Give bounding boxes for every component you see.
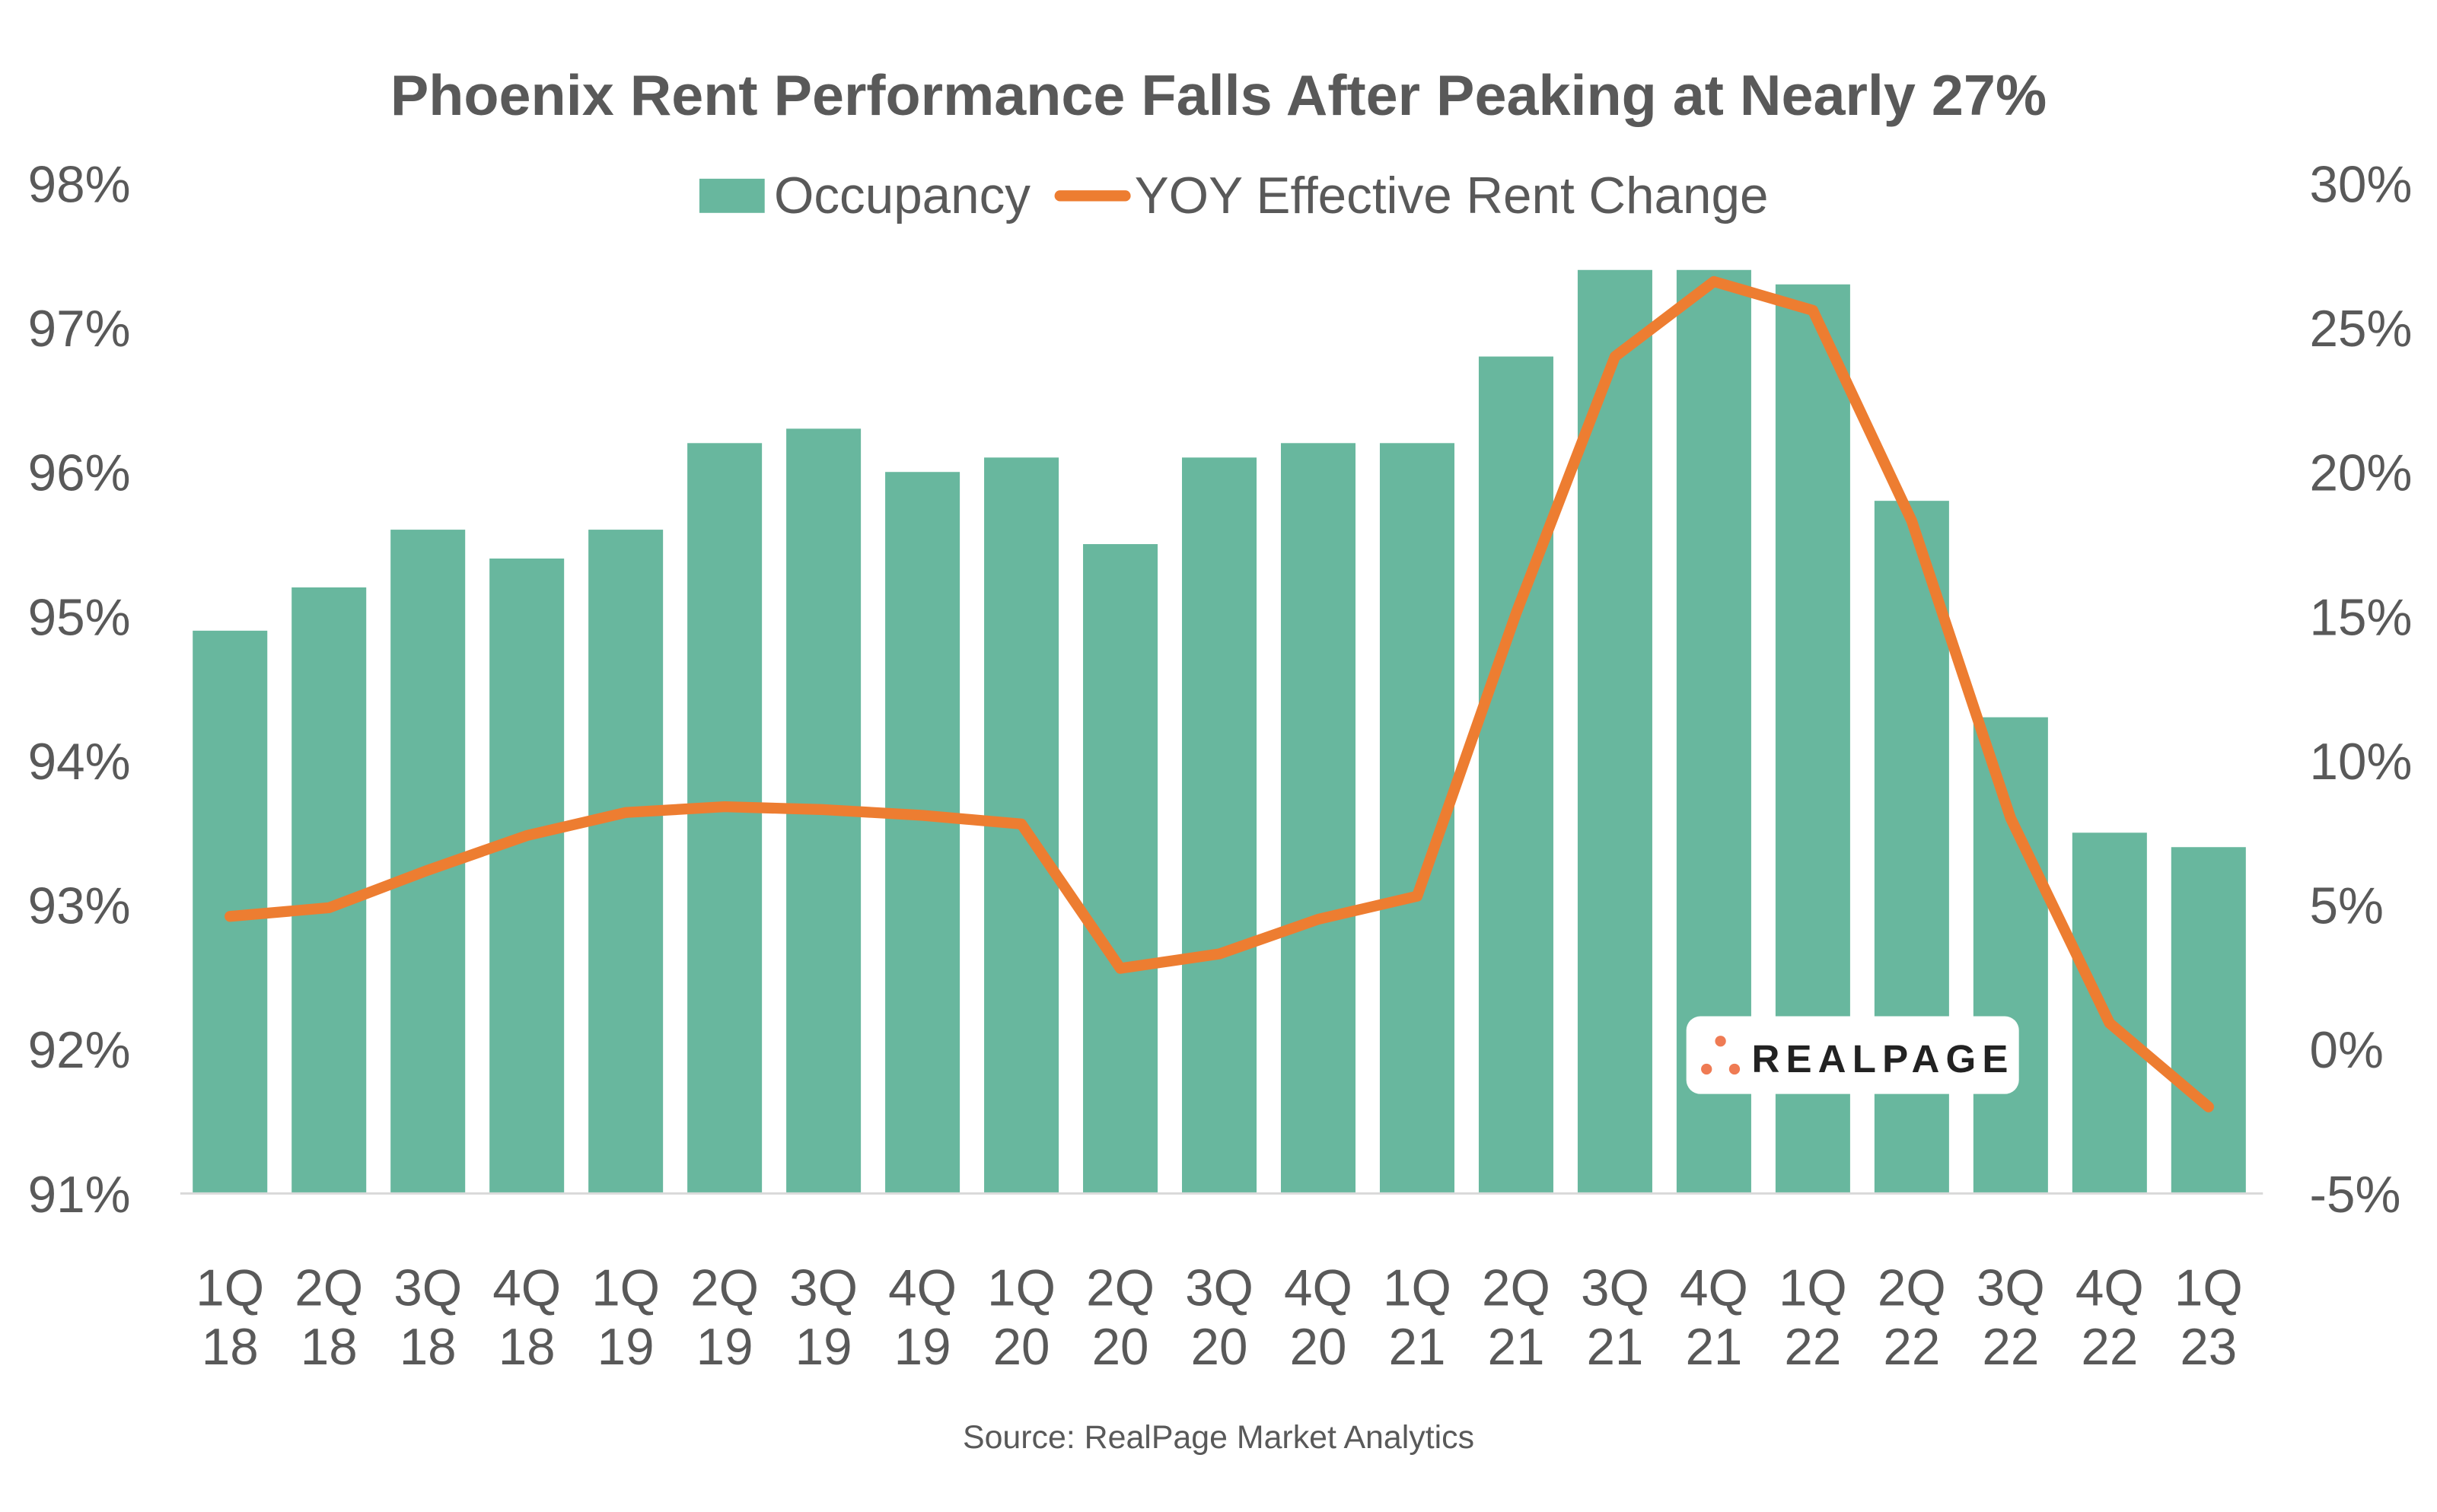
right-tick-label: 15% <box>2310 589 2413 646</box>
category-label-year: 19 <box>795 1319 852 1376</box>
right-tick-label: 20% <box>2310 445 2413 502</box>
category-label-year: 21 <box>1389 1319 1446 1376</box>
category-label-year: 18 <box>400 1319 457 1376</box>
category-label-quarter: 3Q <box>1185 1259 1254 1316</box>
source-note: Source: RealPage Market Analytics <box>963 1419 1474 1456</box>
right-tick-label: -5% <box>2310 1167 2401 1224</box>
bar-occupancy <box>1478 356 1553 1194</box>
left-tick-label: 97% <box>28 301 131 358</box>
left-tick-label: 95% <box>28 589 131 646</box>
legend-label-rent: YOY Effective Rent Change <box>1135 167 1769 224</box>
right-tick-label: 25% <box>2310 301 2413 358</box>
right-tick-label: 0% <box>2310 1022 2384 1079</box>
category-label-year: 18 <box>202 1319 259 1376</box>
category-label-year: 22 <box>2081 1319 2138 1376</box>
left-tick-label: 96% <box>28 445 131 502</box>
right-tick-label: 30% <box>2310 156 2413 213</box>
category-label-year: 20 <box>1092 1319 1149 1376</box>
bar-occupancy <box>489 559 565 1194</box>
category-label-quarter: 2Q <box>1878 1259 1946 1316</box>
category-label-year: 21 <box>1586 1319 1643 1376</box>
category-label-year: 22 <box>1982 1319 2039 1376</box>
category-label-year: 18 <box>499 1319 556 1376</box>
left-tick-label: 91% <box>28 1167 131 1224</box>
chart-title: Phoenix Rent Performance Falls After Pea… <box>390 64 2047 128</box>
category-label-quarter: 2Q <box>1086 1259 1155 1316</box>
left-tick-label: 98% <box>28 156 131 213</box>
category-label-year: 19 <box>894 1319 951 1376</box>
category-label-quarter: 4Q <box>888 1259 957 1316</box>
category-label-year: 20 <box>993 1319 1050 1376</box>
bar-occupancy <box>291 587 367 1194</box>
category-label-quarter: 3Q <box>789 1259 858 1316</box>
category-label-year: 20 <box>1191 1319 1248 1376</box>
category-label-quarter: 4Q <box>2075 1259 2144 1316</box>
bar-occupancy <box>687 443 763 1194</box>
category-label-year: 20 <box>1290 1319 1347 1376</box>
category-label-quarter: 3Q <box>393 1259 462 1316</box>
left-tick-label: 93% <box>28 878 131 935</box>
right-axis: -5% 0% 5% 10% 15% 20% 25% 30% <box>2310 156 2413 1223</box>
svg-text:REALPAGE: REALPAGE <box>1751 1037 2014 1081</box>
category-label-year: 21 <box>1685 1319 1742 1376</box>
category-label-quarter: 1Q <box>1779 1259 1847 1316</box>
bar-occupancy <box>1083 544 1158 1194</box>
left-axis: 91% 92% 93% 94% 95% 96% 97% 98% <box>28 156 131 1223</box>
bar-occupancy <box>885 472 960 1194</box>
rent-line <box>225 275 2214 1113</box>
legend-swatch-occupancy <box>699 178 765 213</box>
category-label-year: 21 <box>1487 1319 1544 1376</box>
category-label-year: 22 <box>1784 1319 1841 1376</box>
category-label-quarter: 1Q <box>196 1259 264 1316</box>
bar-occupancy <box>1280 443 1356 1194</box>
category-label-year: 19 <box>696 1319 753 1376</box>
category-label-quarter: 2Q <box>690 1259 759 1316</box>
category-label-quarter: 2Q <box>295 1259 363 1316</box>
category-label-quarter: 1Q <box>2174 1259 2243 1316</box>
category-label-quarter: 3Q <box>1977 1259 2045 1316</box>
x-axis: 1Q182Q183Q184Q181Q192Q193Q194Q191Q202Q20… <box>196 1259 2242 1376</box>
legend-label-occupancy: Occupancy <box>774 167 1031 224</box>
bar-occupancy <box>588 530 664 1194</box>
bar-occupancy <box>1973 717 2048 1194</box>
category-label-year: 18 <box>301 1319 358 1376</box>
category-label-year: 22 <box>1883 1319 1940 1376</box>
category-label-quarter: 2Q <box>1482 1259 1550 1316</box>
left-tick-label: 92% <box>28 1022 131 1079</box>
category-label-quarter: 1Q <box>987 1259 1056 1316</box>
category-label-quarter: 3Q <box>1581 1259 1649 1316</box>
category-label-quarter: 4Q <box>1284 1259 1352 1316</box>
right-tick-label: 5% <box>2310 878 2384 935</box>
legend: Occupancy YOY Effective Rent Change <box>699 167 1769 224</box>
right-tick-label: 10% <box>2310 734 2413 791</box>
category-label-quarter: 4Q <box>1680 1259 1748 1316</box>
bar-occupancy <box>1577 269 1652 1194</box>
category-label-quarter: 4Q <box>492 1259 561 1316</box>
bar-occupancy <box>1182 457 1257 1194</box>
category-label-year: 19 <box>597 1319 655 1376</box>
category-label-quarter: 1Q <box>1383 1259 1451 1316</box>
left-tick-label: 94% <box>28 734 131 791</box>
category-label-year: 23 <box>2180 1319 2237 1376</box>
realpage-logo: REALPAGE <box>1686 1016 2019 1094</box>
category-label-quarter: 1Q <box>591 1259 660 1316</box>
bar-occupancy <box>2171 847 2246 1194</box>
